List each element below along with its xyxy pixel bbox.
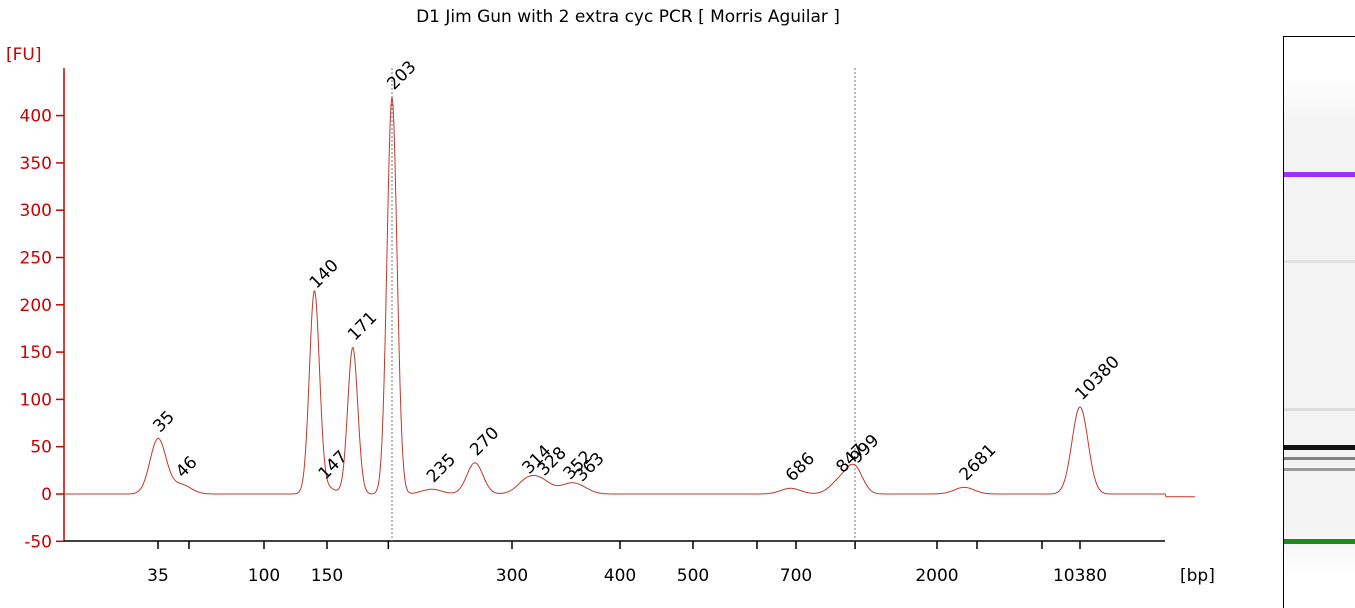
gel-band (1284, 468, 1355, 472)
gel-lane (1284, 77, 1355, 577)
y-tick-label: 50 (30, 438, 52, 458)
y-tick-label: 0 (41, 485, 52, 505)
trace (64, 96, 1195, 498)
gel-band (1284, 172, 1355, 178)
x-tick-label: 2000 (915, 566, 958, 586)
electropherogram-chart: D1 Jim Gun with 2 extra cyc PCR [ Morris… (6, 7, 1215, 586)
x-ticks: 35 100 150 300 400 500 700 2000 10380 (147, 541, 1107, 586)
peak-label: 686 (782, 449, 819, 486)
peak-label: 35 (149, 407, 178, 436)
peak-label: 10380 (1071, 352, 1123, 404)
peak-label: 203 (383, 57, 420, 94)
peak-label: 270 (466, 423, 503, 460)
x-tick-label: 400 (604, 566, 636, 586)
gel-band (1284, 408, 1355, 412)
trace-line (64, 96, 1195, 498)
y-tick-label: 100 (20, 390, 52, 410)
gel-image (1283, 36, 1355, 608)
x-tick-label: 150 (311, 566, 343, 586)
x-tick-label: 700 (780, 566, 812, 586)
gel-band (1284, 259, 1355, 263)
x-tick-label: 35 (147, 566, 169, 586)
peak-label: 46 (172, 453, 201, 482)
peak-label: 140 (306, 256, 343, 293)
peak-label: 2681 (956, 440, 1001, 485)
y-tick-label: 200 (20, 296, 52, 316)
marker-lines (391, 68, 856, 541)
chart-title: D1 Jim Gun with 2 extra cyc PCR [ Morris… (416, 7, 840, 27)
y-tick-label: 350 (20, 154, 52, 174)
y-tick-label: 150 (20, 343, 52, 363)
gel-band (1284, 539, 1355, 545)
peak-label: 147 (315, 447, 352, 484)
gel-band (1284, 456, 1355, 460)
y-tick-label: 250 (20, 249, 52, 269)
y-tick-label: 300 (20, 201, 52, 221)
x-tick-label: 500 (677, 566, 709, 586)
peak-label: 171 (344, 308, 381, 345)
y-axis-label: [FU] (6, 45, 42, 65)
y-tick-label: 400 (20, 107, 52, 127)
x-tick-label: 300 (496, 566, 528, 586)
peak-label: 235 (423, 450, 460, 487)
gel-band (1284, 445, 1355, 451)
y-ticks: -50 0 50 100 150 200 250 300 350 400 (20, 107, 64, 552)
y-tick-label: -50 (24, 532, 52, 552)
x-tick-label: 100 (248, 566, 280, 586)
axes (63, 68, 1165, 542)
x-axis-label: [bp] (1180, 566, 1215, 586)
x-tick-label: 10380 (1053, 566, 1107, 586)
